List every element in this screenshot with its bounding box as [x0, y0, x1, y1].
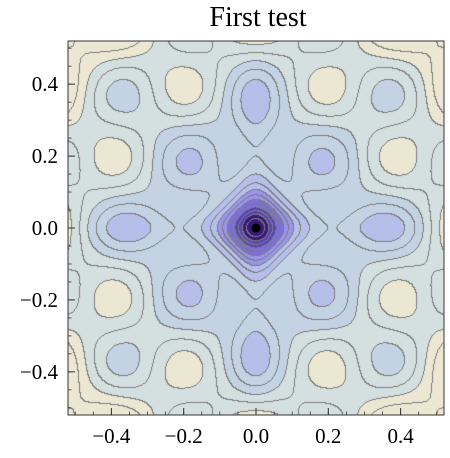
y-tick-label: −0.4	[20, 360, 59, 384]
marked-points	[251, 223, 261, 233]
y-tick-label: 0.0	[32, 216, 58, 240]
x-tick-label: 0.0	[243, 424, 269, 448]
x-axis: −0.4 −0.2 0.0 0.2 0.4	[74, 408, 438, 448]
x-tick-label: 0.4	[387, 424, 414, 448]
y-axis: −0.4 −0.2 0.0 0.2 0.4	[20, 47, 75, 409]
y-tick-label: 0.2	[32, 144, 58, 168]
x-tick-label: −0.2	[165, 424, 203, 448]
chart-title: First test	[209, 2, 306, 33]
marked-point	[251, 223, 261, 233]
x-tick-label: 0.2	[315, 424, 341, 448]
y-tick-label: 0.4	[32, 72, 59, 96]
x-tick-label: −0.4	[92, 424, 131, 448]
y-tick-label: −0.2	[20, 288, 58, 312]
